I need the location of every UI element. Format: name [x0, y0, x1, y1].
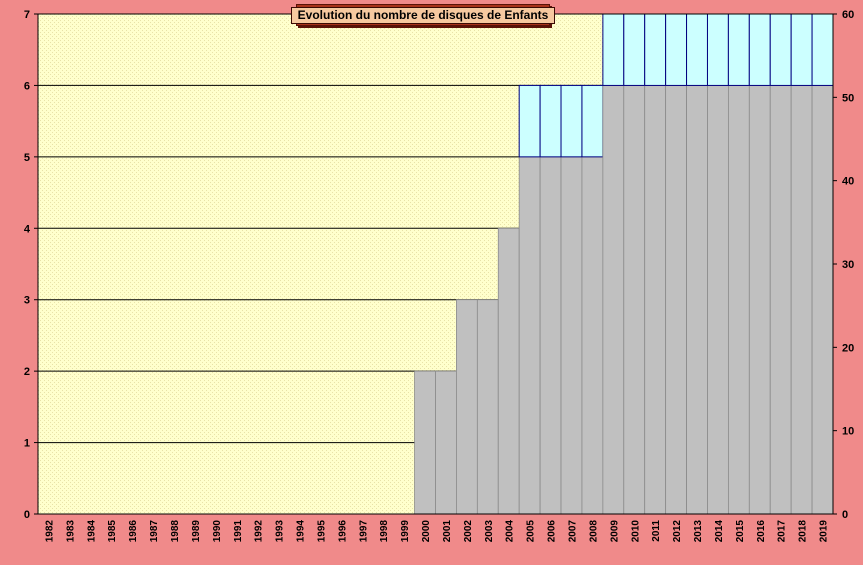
y2-tick-label: 10	[842, 426, 854, 438]
x-tick-label: 2017	[777, 520, 788, 543]
y-tick-label: 6	[24, 80, 30, 92]
x-tick-label: 2006	[547, 520, 558, 543]
bar-base	[665, 85, 687, 515]
y-tick-label: 3	[24, 295, 30, 307]
x-tick-label: 1990	[212, 520, 223, 543]
bar-top	[811, 13, 834, 86]
bar-top	[769, 13, 792, 86]
x-tick-label: 2015	[735, 520, 746, 543]
y-axis-left: 0 1 2 3 4 5 6 7	[24, 9, 38, 521]
y-tick-label: 5	[24, 152, 30, 164]
bar-base	[476, 299, 499, 515]
bar-base	[686, 85, 708, 515]
x-tick-label: 1996	[337, 520, 348, 543]
x-tick-label: 1991	[233, 520, 244, 543]
x-tick-label: 1988	[170, 520, 181, 543]
x-tick-label: 1987	[149, 520, 160, 543]
bar-base	[727, 85, 750, 515]
x-tick-label: 2000	[421, 520, 432, 543]
x-tick-label: 2011	[651, 520, 662, 542]
x-tick-label: 1998	[379, 520, 390, 543]
x-tick-label: 1992	[254, 520, 265, 543]
y2-tick-label: 50	[842, 92, 854, 104]
x-tick-label: 1982	[44, 520, 55, 543]
bar-top	[602, 13, 625, 86]
y-tick-label: 0	[24, 509, 30, 521]
x-tick-label: 2019	[819, 520, 830, 543]
x-tick-label: 1986	[128, 520, 139, 543]
bar-top	[581, 84, 604, 158]
bar-top	[560, 84, 583, 158]
y2-tick-label: 20	[842, 342, 854, 354]
x-tick-label: 2009	[609, 520, 620, 543]
bar-base	[560, 156, 583, 515]
x-tick-label: 2007	[567, 520, 578, 543]
x-tick-label: 2003	[484, 520, 495, 543]
bar-base	[769, 85, 792, 515]
x-tick-label: 2016	[756, 520, 767, 543]
x-tick-label: 1989	[191, 520, 202, 543]
x-tick-label: 1983	[65, 520, 76, 543]
x-tick-label: 2014	[714, 520, 725, 543]
bars	[414, 13, 834, 515]
y2-tick-label: 30	[842, 259, 854, 271]
y2-tick-label: 0	[842, 509, 848, 521]
bar-top	[665, 13, 688, 86]
y-tick-label: 2	[24, 366, 30, 378]
x-tick-label: 1994	[296, 520, 307, 543]
x-tick-label: 2018	[798, 520, 809, 543]
x-tick-label: 2005	[526, 520, 537, 543]
bar-base	[435, 370, 457, 515]
x-tick-label: 1993	[275, 520, 286, 543]
bar-top	[790, 13, 813, 86]
bar-top	[706, 13, 729, 86]
chart-title: Evolution du nombre de disques de Enfant…	[290, 6, 556, 24]
bar-base	[497, 227, 520, 515]
y2-tick-label: 40	[842, 176, 854, 188]
x-tick-label: 2010	[630, 520, 641, 543]
bar-top	[727, 13, 750, 86]
y-tick-label: 4	[24, 223, 31, 235]
y-tick-label: 7	[24, 9, 30, 21]
x-tick-label: 2008	[588, 520, 599, 543]
x-tick-label: 2004	[505, 520, 516, 543]
bar-top	[518, 84, 541, 158]
chart-title-box: Evolution du nombre de disques de Enfant…	[290, 4, 556, 26]
bar-top	[644, 13, 667, 86]
bar-base	[811, 85, 834, 515]
bar-top	[686, 13, 708, 86]
bar-base	[707, 85, 729, 515]
bar-top	[748, 13, 771, 86]
bar-base	[581, 156, 604, 515]
x-tick-label: 2001	[442, 520, 453, 543]
y-tick-label: 1	[24, 438, 30, 450]
y2-tick-label: 60	[842, 9, 854, 21]
bar-base	[790, 85, 813, 515]
bar-base	[748, 85, 771, 515]
bar-base	[518, 156, 541, 515]
bar-base	[623, 85, 646, 515]
x-tick-label: 1985	[107, 520, 118, 543]
bar-base	[644, 85, 667, 515]
x-tick-label: 1984	[86, 520, 97, 543]
x-axis: 1982 1983 1984 1985 1986 1987 1988 1989 1990 1991…	[44, 520, 829, 543]
bar-base	[414, 370, 436, 515]
x-tick-label: 1999	[400, 520, 411, 543]
bar-base	[602, 85, 625, 515]
x-tick-label: 2012	[672, 520, 683, 543]
y-axis-right: 0 10 20 30 40 50 60	[833, 9, 854, 521]
x-tick-label: 2013	[693, 520, 704, 543]
x-tick-label: 1995	[316, 520, 327, 543]
bar-base	[539, 156, 562, 515]
x-tick-label: 2002	[463, 520, 474, 543]
bar-top	[539, 84, 562, 158]
bar-top	[623, 13, 646, 86]
x-tick-label: 1997	[358, 520, 369, 543]
bar-base	[456, 299, 478, 515]
